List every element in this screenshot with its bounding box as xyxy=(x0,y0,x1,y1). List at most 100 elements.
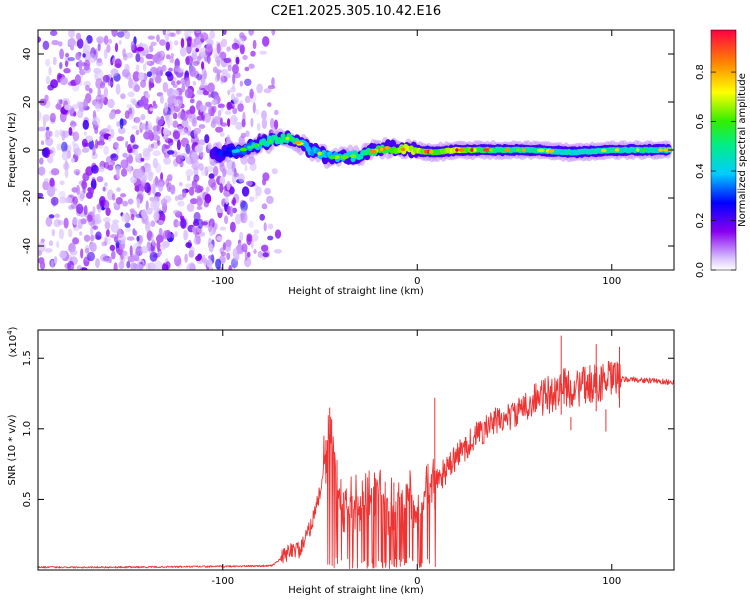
noise-speckle xyxy=(252,39,257,50)
signal-peak xyxy=(489,148,494,152)
noise-speckle xyxy=(59,76,68,86)
noise-speckle xyxy=(95,100,101,112)
snr-y-axis-label: SNR (10 * v/v) xyxy=(7,414,18,485)
noise-speckle xyxy=(71,104,79,110)
signal-peak xyxy=(423,149,428,154)
noise-speckle xyxy=(261,244,269,252)
colorbar-tick-label: 0.0 xyxy=(695,262,706,278)
noise-speckle xyxy=(67,260,75,270)
noise-speckle xyxy=(146,167,152,176)
noise-speckle xyxy=(155,75,161,80)
noise-speckle xyxy=(136,235,140,242)
noise-speckle xyxy=(132,144,139,150)
noise-speckle xyxy=(92,144,96,156)
noise-speckle xyxy=(159,243,167,251)
noise-speckle xyxy=(240,212,248,224)
noise-speckle xyxy=(159,39,166,46)
noise-speckle xyxy=(172,84,178,88)
noise-speckle xyxy=(168,32,175,37)
noise-speckle xyxy=(239,80,244,87)
snr-x-axis-label: Height of straight line (km) xyxy=(288,585,424,596)
noise-speckle xyxy=(149,66,158,75)
noise-speckle xyxy=(179,215,185,221)
noise-speckle xyxy=(162,230,168,240)
noise-speckle xyxy=(179,182,183,187)
noise-speckle xyxy=(174,40,179,46)
noise-speckle xyxy=(56,143,62,151)
noise-speckle xyxy=(135,53,141,63)
noise-speckle xyxy=(224,110,232,115)
signal-peak xyxy=(400,147,406,152)
noise-speckle xyxy=(96,176,104,183)
noise-speckle xyxy=(54,129,60,138)
noise-speckle xyxy=(244,164,248,172)
noise-speckle xyxy=(42,180,50,191)
noise-speckle xyxy=(101,241,107,247)
noise-speckle xyxy=(249,162,257,171)
noise-speckle xyxy=(196,197,203,207)
noise-speckle xyxy=(96,204,101,210)
noise-speckle xyxy=(61,141,68,153)
noise-speckle xyxy=(216,236,223,241)
noise-speckle xyxy=(230,93,235,101)
noise-speckle xyxy=(219,183,224,194)
noise-speckle xyxy=(130,98,137,103)
noise-speckle xyxy=(273,119,279,130)
noise-speckle xyxy=(261,203,268,210)
noise-speckle xyxy=(162,82,169,93)
noise-speckle xyxy=(70,203,78,209)
noise-speckle xyxy=(121,253,126,264)
noise-speckle xyxy=(179,46,187,57)
noise-speckle xyxy=(79,231,83,236)
noise-speckle xyxy=(89,242,97,253)
signal-peak xyxy=(384,146,390,150)
noise-speckle xyxy=(102,186,106,192)
noise-speckle xyxy=(86,191,93,199)
noise-speckle xyxy=(232,64,239,74)
noise-speckle xyxy=(167,96,174,105)
noise-speckle xyxy=(94,127,99,134)
noise-speckle xyxy=(72,237,80,245)
noise-speckle xyxy=(129,208,135,213)
noise-speckle xyxy=(215,258,222,270)
noise-speckle xyxy=(261,118,268,129)
signal-peak xyxy=(663,148,669,152)
noise-speckle xyxy=(219,132,225,137)
noise-speckle xyxy=(38,166,46,176)
noise-speckle xyxy=(115,83,121,95)
noise-speckle xyxy=(103,161,110,169)
noise-speckle xyxy=(142,63,147,72)
noise-speckle xyxy=(141,208,148,219)
noise-speckle xyxy=(202,254,206,264)
noise-speckle xyxy=(244,249,248,261)
noise-speckle xyxy=(73,147,82,157)
noise-speckle xyxy=(158,56,163,66)
noise-speckle xyxy=(162,134,169,140)
noise-speckle xyxy=(149,107,154,112)
noise-speckle xyxy=(83,234,91,242)
noise-speckle xyxy=(194,145,203,153)
snr-y-tick-label: 1.5 xyxy=(22,350,33,366)
noise-speckle xyxy=(186,36,192,47)
noise-speckle xyxy=(132,254,139,262)
noise-speckle xyxy=(165,41,170,51)
noise-speckle xyxy=(153,68,161,75)
noise-speckle xyxy=(253,229,260,235)
spectrogram-y-axis-label: Frequency (Hz) xyxy=(7,112,18,188)
noise-speckle xyxy=(82,119,90,130)
noise-speckle xyxy=(165,261,171,270)
noise-speckle xyxy=(85,247,90,254)
noise-speckle xyxy=(110,128,115,139)
signal-peak xyxy=(537,148,545,153)
snr-y-tick-label: 0.5 xyxy=(22,491,33,507)
noise-speckle xyxy=(77,109,84,119)
noise-speckle xyxy=(196,89,205,95)
noise-speckle xyxy=(104,182,108,187)
signal-peak xyxy=(328,155,336,159)
noise-speckle xyxy=(191,179,198,189)
noise-speckle xyxy=(122,200,128,207)
noise-speckle xyxy=(48,240,54,247)
noise-speckle xyxy=(271,77,275,87)
noise-speckle xyxy=(116,121,121,127)
noise-speckle xyxy=(244,95,251,104)
